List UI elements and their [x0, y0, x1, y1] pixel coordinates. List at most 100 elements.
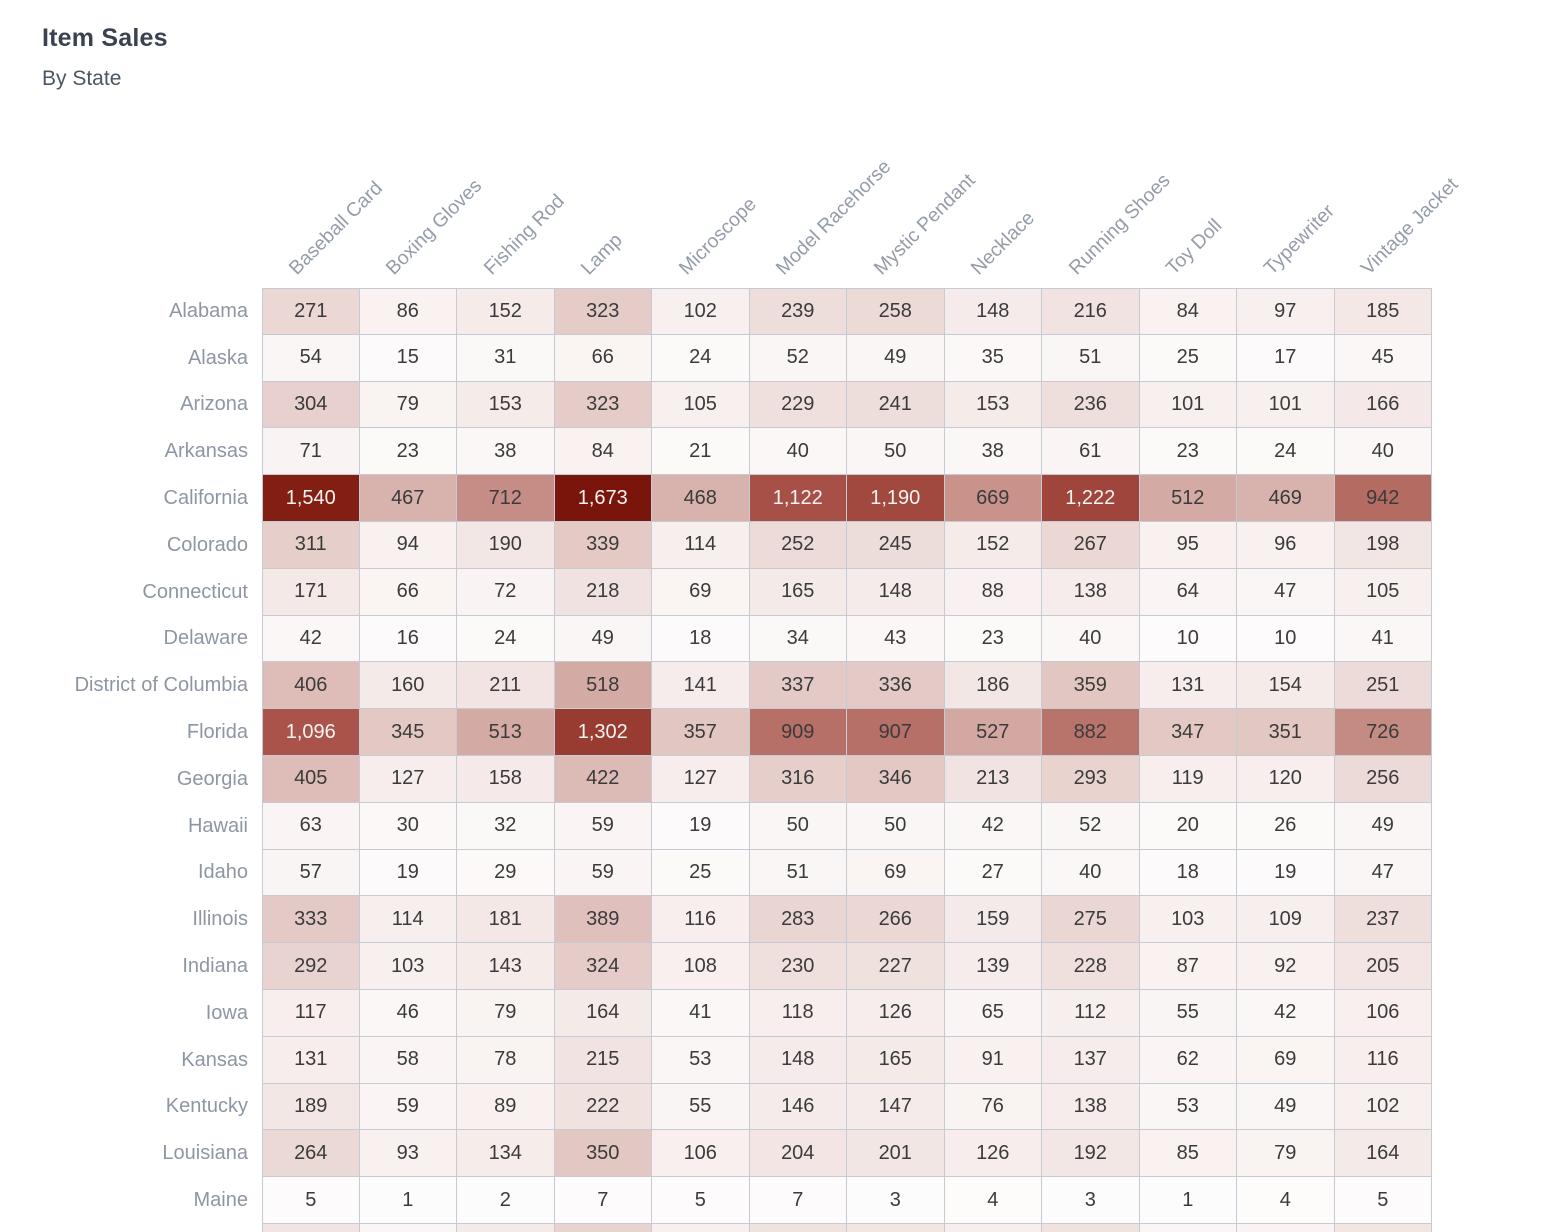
heatmap-cell[interactable]: 19 [1237, 849, 1335, 897]
heatmap-cell[interactable]: 49 [1237, 1083, 1335, 1131]
heatmap-cell-partial[interactable] [457, 1223, 555, 1232]
heatmap-cell[interactable]: 126 [944, 1130, 1042, 1178]
heatmap-cell[interactable]: 54 [262, 334, 360, 382]
heatmap-cell[interactable]: 241 [847, 381, 945, 429]
heatmap-cell[interactable]: 49 [847, 334, 945, 382]
heatmap-cell[interactable]: 72 [457, 568, 555, 616]
heatmap-cell[interactable]: 40 [1042, 849, 1140, 897]
heatmap-cell-partial[interactable] [652, 1223, 750, 1232]
heatmap-cell[interactable]: 16 [359, 615, 457, 663]
heatmap-cell[interactable]: 116 [1334, 1036, 1432, 1084]
heatmap-cell[interactable]: 50 [847, 802, 945, 850]
heatmap-cell[interactable]: 41 [1334, 615, 1432, 663]
heatmap-cell[interactable]: 228 [1042, 943, 1140, 990]
heatmap-cell[interactable]: 134 [457, 1130, 555, 1178]
heatmap-cell[interactable]: 1,673 [554, 475, 652, 522]
heatmap-cell[interactable]: 78 [457, 1036, 555, 1084]
heatmap-cell[interactable]: 84 [554, 428, 652, 476]
heatmap-cell[interactable]: 154 [1237, 662, 1335, 710]
heatmap-cell[interactable]: 293 [1042, 755, 1140, 803]
heatmap-cell[interactable]: 42 [262, 615, 360, 663]
heatmap-cell-partial[interactable] [262, 1223, 360, 1232]
heatmap-cell[interactable]: 147 [847, 1083, 945, 1131]
heatmap-cell[interactable]: 45 [1334, 334, 1432, 382]
heatmap-cell[interactable]: 29 [457, 849, 555, 897]
heatmap-cell[interactable]: 69 [1237, 1036, 1335, 1084]
heatmap-cell[interactable]: 105 [652, 381, 750, 429]
heatmap-cell[interactable]: 59 [554, 849, 652, 897]
heatmap-cell[interactable]: 323 [554, 381, 652, 429]
heatmap-cell[interactable]: 119 [1139, 755, 1237, 803]
heatmap-cell[interactable]: 141 [652, 662, 750, 710]
heatmap-cell[interactable]: 347 [1139, 709, 1237, 756]
heatmap-cell[interactable]: 1,302 [554, 709, 652, 756]
heatmap-cell[interactable]: 266 [847, 896, 945, 944]
heatmap-cell[interactable]: 422 [554, 755, 652, 803]
heatmap-cell[interactable]: 337 [749, 662, 847, 710]
heatmap-cell[interactable]: 158 [457, 755, 555, 803]
heatmap-cell[interactable]: 669 [944, 475, 1042, 522]
heatmap-cell[interactable]: 46 [359, 989, 457, 1037]
heatmap-cell[interactable]: 3 [1042, 1177, 1140, 1224]
heatmap-cell[interactable]: 131 [1139, 662, 1237, 710]
heatmap-cell[interactable]: 138 [1042, 1083, 1140, 1131]
heatmap-cell[interactable]: 40 [1334, 428, 1432, 476]
heatmap-cell[interactable]: 103 [359, 943, 457, 990]
heatmap-cell[interactable]: 103 [1139, 896, 1237, 944]
heatmap-cell[interactable]: 49 [554, 615, 652, 663]
heatmap-cell[interactable]: 190 [457, 521, 555, 569]
heatmap-cell[interactable]: 40 [749, 428, 847, 476]
heatmap-cell[interactable]: 166 [1334, 381, 1432, 429]
heatmap-cell[interactable]: 345 [359, 709, 457, 756]
heatmap-cell[interactable]: 316 [749, 755, 847, 803]
heatmap-cell[interactable]: 25 [652, 849, 750, 897]
heatmap-cell[interactable]: 467 [359, 475, 457, 522]
heatmap-cell[interactable]: 222 [554, 1083, 652, 1131]
heatmap-cell[interactable]: 389 [554, 896, 652, 944]
heatmap-cell[interactable]: 4 [1237, 1177, 1335, 1224]
heatmap-cell[interactable]: 92 [1237, 943, 1335, 990]
heatmap-cell[interactable]: 84 [1139, 288, 1237, 335]
heatmap-cell[interactable]: 126 [847, 989, 945, 1037]
heatmap-cell[interactable]: 120 [1237, 755, 1335, 803]
heatmap-cell[interactable]: 93 [359, 1130, 457, 1178]
heatmap-cell[interactable]: 251 [1334, 662, 1432, 710]
heatmap-cell[interactable]: 42 [1237, 989, 1335, 1037]
heatmap-cell[interactable]: 59 [359, 1083, 457, 1131]
heatmap-cell[interactable]: 117 [262, 989, 360, 1037]
heatmap-cell[interactable]: 85 [1139, 1130, 1237, 1178]
heatmap-cell[interactable]: 53 [652, 1036, 750, 1084]
heatmap-cell[interactable]: 102 [652, 288, 750, 335]
heatmap-cell[interactable]: 942 [1334, 475, 1432, 522]
heatmap-cell[interactable]: 148 [847, 568, 945, 616]
heatmap-cell[interactable]: 87 [1139, 943, 1237, 990]
heatmap-cell[interactable]: 88 [944, 568, 1042, 616]
heatmap-cell[interactable]: 109 [1237, 896, 1335, 944]
heatmap-cell[interactable]: 23 [359, 428, 457, 476]
heatmap-cell[interactable]: 1 [359, 1177, 457, 1224]
heatmap-cell[interactable]: 245 [847, 521, 945, 569]
heatmap-cell[interactable]: 204 [749, 1130, 847, 1178]
heatmap-cell[interactable]: 264 [262, 1130, 360, 1178]
heatmap-cell[interactable]: 227 [847, 943, 945, 990]
heatmap-cell[interactable]: 32 [457, 802, 555, 850]
heatmap-cell[interactable]: 52 [749, 334, 847, 382]
heatmap-cell[interactable]: 96 [1237, 521, 1335, 569]
heatmap-cell[interactable]: 89 [457, 1083, 555, 1131]
heatmap-cell[interactable]: 61 [1042, 428, 1140, 476]
heatmap-cell[interactable]: 79 [457, 989, 555, 1037]
heatmap-cell[interactable]: 164 [1334, 1130, 1432, 1178]
heatmap-cell-partial[interactable] [847, 1223, 945, 1232]
heatmap-cell[interactable]: 201 [847, 1130, 945, 1178]
heatmap-cell[interactable]: 152 [944, 521, 1042, 569]
heatmap-cell[interactable]: 907 [847, 709, 945, 756]
heatmap-cell-partial[interactable] [359, 1223, 457, 1232]
heatmap-cell[interactable]: 165 [847, 1036, 945, 1084]
heatmap-cell[interactable]: 1,222 [1042, 475, 1140, 522]
heatmap-cell[interactable]: 19 [359, 849, 457, 897]
heatmap-cell[interactable]: 323 [554, 288, 652, 335]
heatmap-cell[interactable]: 139 [944, 943, 1042, 990]
heatmap-cell[interactable]: 205 [1334, 943, 1432, 990]
heatmap-cell[interactable]: 164 [554, 989, 652, 1037]
heatmap-cell[interactable]: 512 [1139, 475, 1237, 522]
